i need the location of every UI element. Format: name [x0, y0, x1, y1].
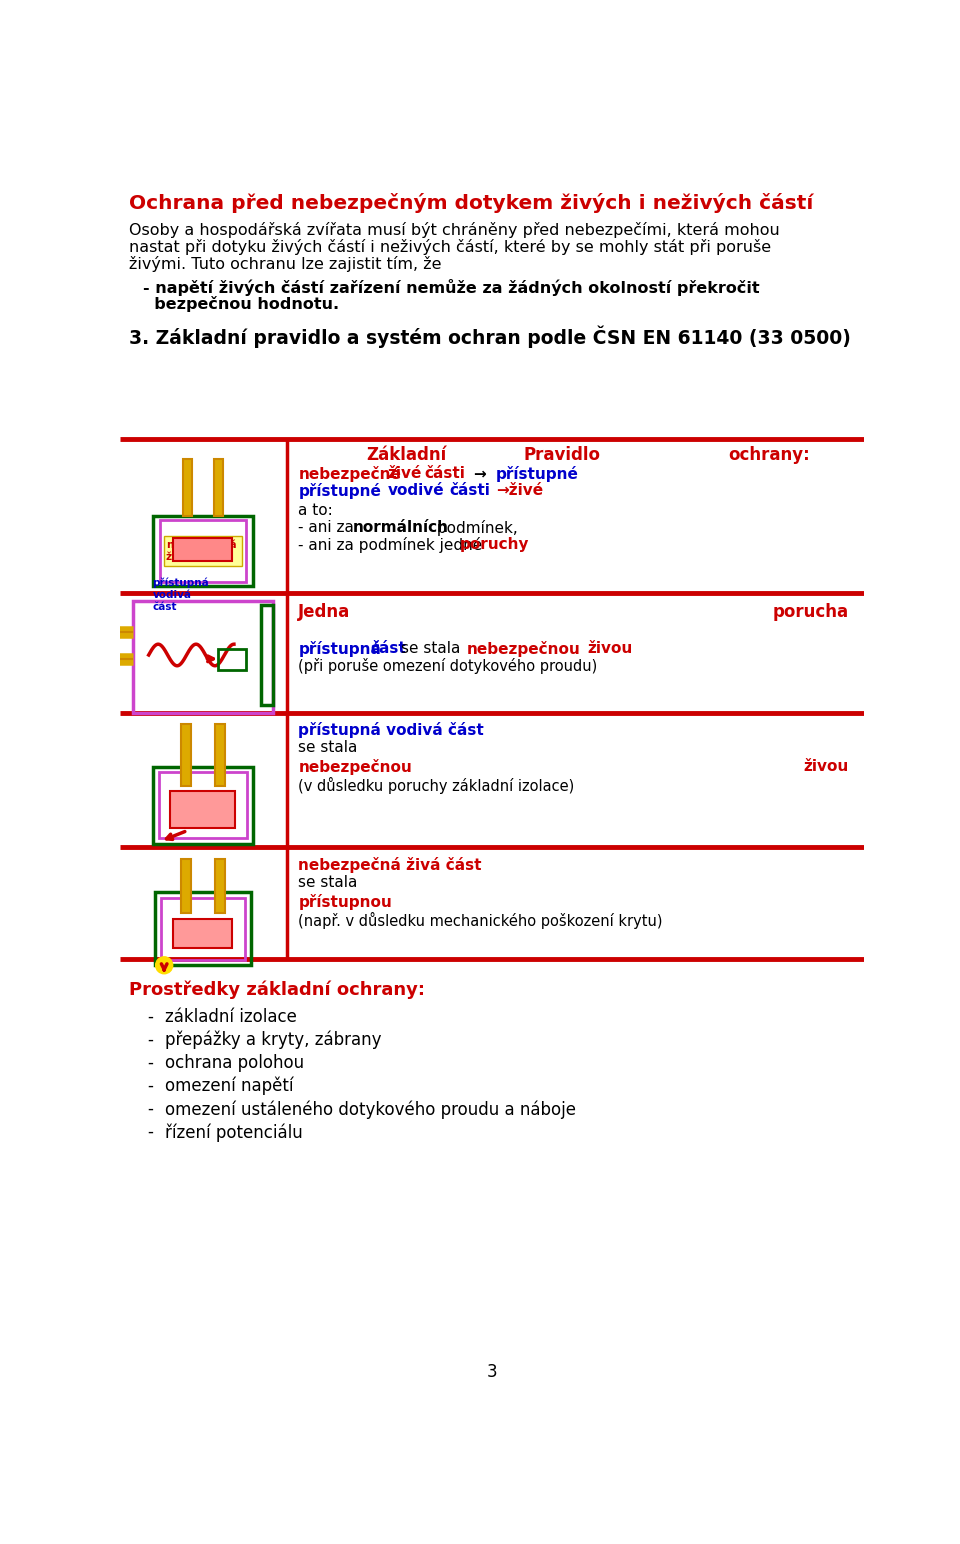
Text: části: části — [424, 466, 466, 482]
Text: část: část — [371, 641, 406, 656]
Text: přístupná vodivá část: přístupná vodivá část — [299, 723, 484, 738]
Bar — [155, 892, 251, 965]
Text: (např. v důsledku mechanického poškození krytu): (např. v důsledku mechanického poškození… — [299, 913, 662, 929]
Text: přístupnou: přístupnou — [299, 894, 392, 909]
Text: bezpečnou hodnotu.: bezpečnou hodnotu. — [143, 296, 340, 312]
Text: 3. Základní pravidlo a systém ochran podle ČSN EN 61140 (33 0500): 3. Základní pravidlo a systém ochran pod… — [130, 326, 852, 347]
Text: -: - — [147, 1078, 153, 1095]
Bar — [174, 919, 232, 948]
Text: se stala: se stala — [401, 641, 461, 656]
Text: nebezpečná živá část: nebezpečná živá část — [299, 857, 482, 872]
Text: Jedna: Jedna — [299, 602, 350, 621]
Text: -: - — [147, 1122, 153, 1141]
Text: - ani za podmínek jedné: - ani za podmínek jedné — [299, 537, 488, 553]
Text: přístupná
vodivá
část: přístupná vodivá část — [153, 577, 209, 611]
Text: Základní: Základní — [367, 446, 446, 463]
Text: Prostředky základní ochrany:: Prostředky základní ochrany: — [130, 980, 425, 999]
Text: se stala: se stala — [299, 875, 358, 891]
Text: přepážky a kryty, zábrany: přepážky a kryty, zábrany — [165, 1031, 381, 1050]
Text: části: části — [449, 483, 491, 499]
Text: (při poruše omezení dotykového proudu): (při poruše omezení dotykového proudu) — [299, 658, 597, 675]
Text: Osoby a hospodářská zvířata musí být chráněny před nebezpečími, která mohou: Osoby a hospodářská zvířata musí být chr… — [130, 222, 780, 238]
Text: Pravidlo: Pravidlo — [523, 446, 600, 463]
Text: vodivé: vodivé — [388, 483, 444, 499]
Bar — [181, 858, 190, 913]
Text: (v důsledku poruchy základní izolace): (v důsledku poruchy základní izolace) — [299, 778, 574, 795]
Text: podmínek,: podmínek, — [432, 520, 518, 536]
Bar — [174, 537, 232, 560]
Text: přístupná: přístupná — [299, 641, 381, 658]
Text: živou: živou — [804, 760, 849, 774]
Bar — [261, 605, 273, 706]
Text: živou: živou — [588, 641, 633, 656]
Text: porucha: porucha — [773, 602, 849, 621]
Circle shape — [156, 957, 173, 974]
Text: →: → — [472, 466, 486, 482]
Text: - ani za: - ani za — [299, 520, 359, 536]
Bar — [153, 767, 253, 843]
Bar — [182, 459, 192, 516]
Bar — [170, 791, 235, 828]
Text: se stala: se stala — [299, 741, 358, 755]
Text: Ochrana před nebezpečným dotykem živých i neživých částí: Ochrana před nebezpečným dotykem živých … — [130, 193, 814, 213]
Text: živé: živé — [388, 466, 421, 482]
Text: -: - — [147, 1099, 153, 1118]
Text: nebezpečné: nebezpečné — [299, 466, 401, 482]
Text: nastat při dotyku živých částí i neživých částí, které by se mohly stát při poru: nastat při dotyku živých částí i neživýc… — [130, 239, 772, 255]
Bar — [133, 601, 273, 713]
Text: 3: 3 — [487, 1363, 497, 1382]
Text: - napětí živých částí zařízení nemůže za žádných okolností překročit: - napětí živých částí zařízení nemůže za… — [143, 279, 760, 296]
Text: -: - — [147, 1031, 153, 1048]
Text: ochrana polohou: ochrana polohou — [165, 1055, 304, 1072]
Text: -: - — [147, 1055, 153, 1072]
Text: -: - — [147, 1008, 153, 1025]
Text: a to:: a to: — [299, 503, 333, 519]
Text: omezení ustáleného dotykového proudu a náboje: omezení ustáleného dotykového proudu a n… — [165, 1099, 576, 1118]
Bar — [214, 459, 223, 516]
Text: nebezpečnou: nebezpečnou — [299, 760, 412, 775]
Text: živými. Tuto ochranu lze zajistit tím, že: živými. Tuto ochranu lze zajistit tím, ž… — [130, 256, 442, 272]
Bar — [161, 897, 245, 960]
Bar — [181, 724, 190, 786]
Text: ochrany:: ochrany: — [728, 446, 809, 463]
Text: normálních: normálních — [352, 520, 448, 536]
Bar — [158, 772, 247, 838]
Bar — [160, 520, 246, 582]
Text: →živé: →živé — [496, 483, 543, 499]
Text: omezení napětí: omezení napětí — [165, 1078, 294, 1095]
Text: řízení potenciálu: řízení potenciálu — [165, 1122, 302, 1141]
Text: poruchy: poruchy — [460, 537, 529, 553]
Text: přístupné: přístupné — [299, 483, 381, 499]
Bar — [215, 724, 225, 786]
Text: nebezpečná
živá část: nebezpečná živá část — [166, 539, 236, 562]
Bar — [164, 536, 242, 567]
Bar — [153, 516, 253, 585]
Bar — [219, 648, 246, 670]
Bar — [215, 858, 225, 913]
Text: přístupné: přístupné — [496, 466, 579, 482]
Text: nebezpečnou: nebezpečnou — [468, 641, 581, 658]
Text: základní izolace: základní izolace — [165, 1008, 297, 1025]
